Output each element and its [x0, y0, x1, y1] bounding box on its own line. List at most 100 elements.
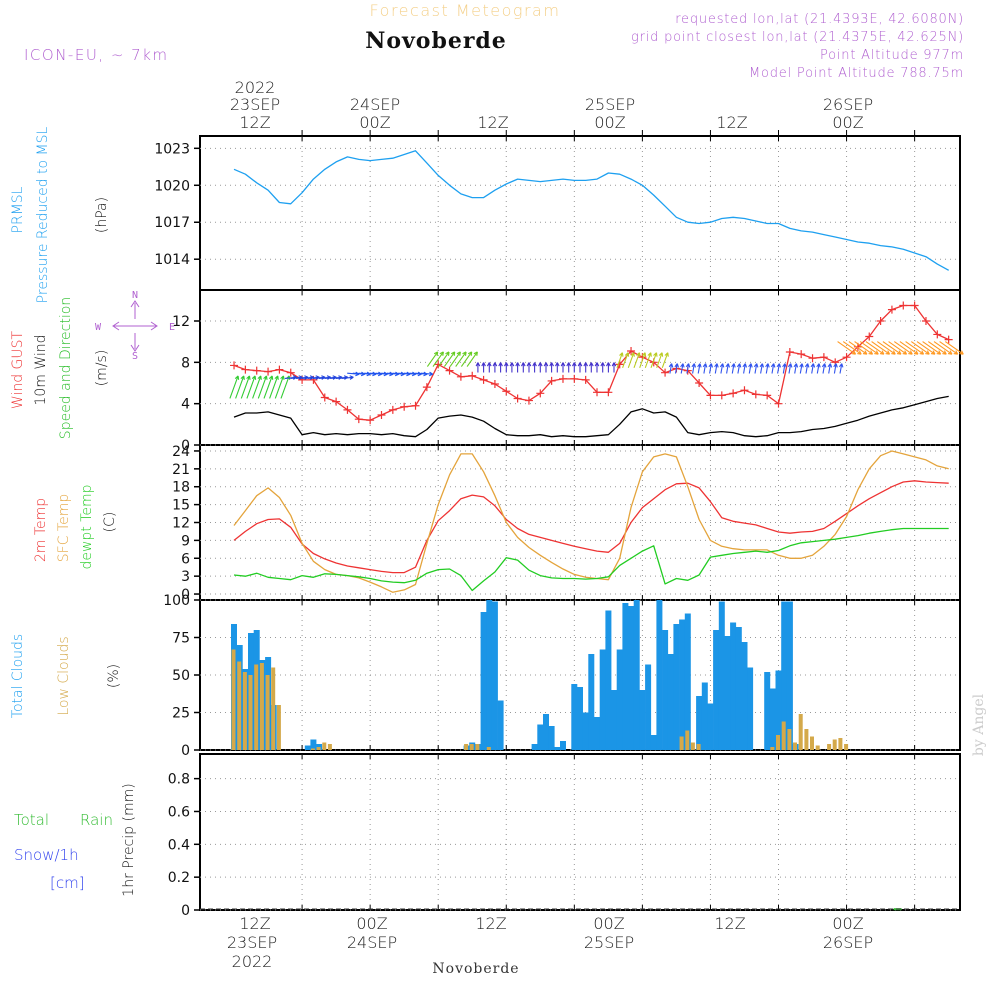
total-cloud-bar	[537, 724, 544, 750]
requested-point: requested lon,lat (21.4393E, 42.6080N)	[675, 12, 964, 27]
wind-direction-arrow	[837, 341, 857, 355]
wind-direction-arrow	[742, 363, 748, 374]
clouds-axes: 0 25 50 75 100	[163, 593, 960, 759]
precip-ytick-label: 0.8	[168, 772, 190, 788]
precip-ytick-label: 0.6	[168, 804, 190, 820]
gust-marker	[388, 405, 397, 414]
total-cloud-bar	[741, 642, 748, 750]
wind-direction-arrow	[611, 362, 617, 373]
wind-direction-arrow	[246, 375, 257, 399]
top-date-1: 24SEP	[350, 95, 400, 114]
wind-direction-arrow	[594, 362, 600, 373]
wind-direction-arrow	[708, 363, 714, 374]
gust-marker	[706, 391, 715, 400]
temp-label-sfc: SFC Temp	[56, 494, 72, 562]
wind-direction-arrow	[577, 362, 583, 373]
wind-direction-arrow	[922, 341, 942, 355]
wind-direction-arrow	[583, 362, 588, 373]
gust-marker	[933, 330, 942, 339]
compass-rose: N W E S	[95, 290, 175, 362]
gust-marker	[751, 390, 760, 399]
wind-direction-arrow	[731, 363, 736, 374]
dewpt-line	[233, 527, 949, 592]
gust-marker	[740, 386, 749, 395]
clouds-ytick-label: 50	[172, 668, 190, 684]
low-cloud-bar	[798, 714, 803, 750]
total-cloud-bar	[747, 667, 754, 750]
wind-direction-arrow	[263, 375, 274, 399]
top-time-axis: 2022 23SEP 12Z 24SEP 00Z 12Z 25SEP 00Z 1…	[230, 78, 873, 132]
low-cloud-bar	[685, 730, 690, 750]
pressure-ytick-label: 1020	[154, 178, 190, 194]
wind-direction-arrow	[736, 363, 742, 374]
compass-w: W	[95, 322, 102, 333]
wind-direction-arrow	[933, 341, 953, 355]
wind-direction-arrow	[702, 363, 708, 374]
low-cloud-bar	[679, 736, 684, 750]
cloud-labels: Total Clouds Low Clouds (%)	[10, 634, 122, 718]
total-cloud-bar	[724, 636, 731, 750]
wind-axes: 0 4 8 12	[172, 290, 960, 454]
wind-label-10m: 10m Wind	[33, 334, 49, 405]
gust-marker	[502, 387, 511, 396]
wind-direction-arrow	[616, 352, 624, 368]
top-time-2: 12Z	[477, 113, 508, 132]
bottom-time-3: 00Z	[593, 914, 624, 933]
location-title: Novoberde	[365, 28, 507, 54]
compass-s: S	[132, 351, 138, 362]
wind-direction-arrow	[560, 362, 566, 373]
temp-labels: 2m Temp SFC Temp dewpt Temp (C)	[33, 484, 118, 569]
low-cloud-bar	[770, 747, 775, 750]
wind-direction-arrow	[229, 375, 240, 399]
temp-ytick-label: 0	[181, 587, 190, 603]
gust-marker	[570, 374, 579, 383]
gust-marker	[252, 366, 261, 375]
total-cloud-bar	[554, 747, 561, 750]
gust-marker	[627, 346, 636, 355]
low-cloud-bar	[310, 748, 315, 750]
gust-marker	[411, 401, 420, 410]
wind-direction-arrow	[492, 362, 498, 373]
wind-speed-line	[233, 395, 949, 438]
pressure-label-prmsl: PRMSL	[10, 186, 26, 233]
gust-marker	[400, 402, 409, 411]
total-cloud-bar	[673, 624, 680, 750]
temp-ytick-label: 9	[181, 533, 190, 549]
pressure-panel	[199, 135, 961, 291]
total-cloud-bar	[304, 745, 311, 750]
total-cloud-bar	[599, 649, 606, 750]
total-cloud-bar	[571, 684, 578, 750]
grid-point: grid point closest lon,lat (21.4375E, 42…	[631, 30, 964, 45]
wind-direction-arrow	[910, 341, 930, 355]
wind-ytick-label: 12	[172, 314, 190, 330]
cloud-label-total: Total Clouds	[10, 634, 26, 718]
gust-marker	[581, 375, 590, 384]
precip-ytick-label: 0.2	[168, 870, 190, 886]
gust-marker	[774, 399, 783, 408]
wind-direction-arrow	[252, 375, 262, 399]
wind-direction-arrow	[650, 352, 658, 368]
point-altitude: Point Altitude 977m	[820, 48, 964, 63]
pressure-label-unit: (hPa)	[94, 197, 110, 233]
total-cloud-bar	[560, 741, 566, 750]
total-cloud-bar	[696, 696, 703, 750]
bottom-date-0: 23SEP	[227, 933, 277, 952]
low-cloud-bar	[475, 744, 480, 750]
gust-marker	[230, 361, 239, 370]
low-cloud-bar	[486, 747, 491, 750]
low-cloud-bar	[231, 649, 236, 750]
total-cloud-bar	[577, 687, 583, 750]
wind-direction-arrow	[498, 362, 503, 373]
total-cloud-bar	[769, 688, 776, 750]
precip-label-cm: [cm]	[50, 874, 85, 892]
cloud-label-low: Low Clouds	[56, 636, 72, 715]
sfc-temp-line	[233, 450, 949, 593]
wind-direction-arrow	[532, 362, 537, 373]
wind-direction-arrow	[848, 341, 868, 355]
temp-ytick-label: 18	[172, 480, 190, 496]
low-cloud-bar	[832, 739, 837, 750]
wind-direction-arrow	[509, 362, 515, 373]
wind-direction-arrow	[854, 341, 874, 355]
precip-label-rain: Rain	[80, 811, 113, 829]
